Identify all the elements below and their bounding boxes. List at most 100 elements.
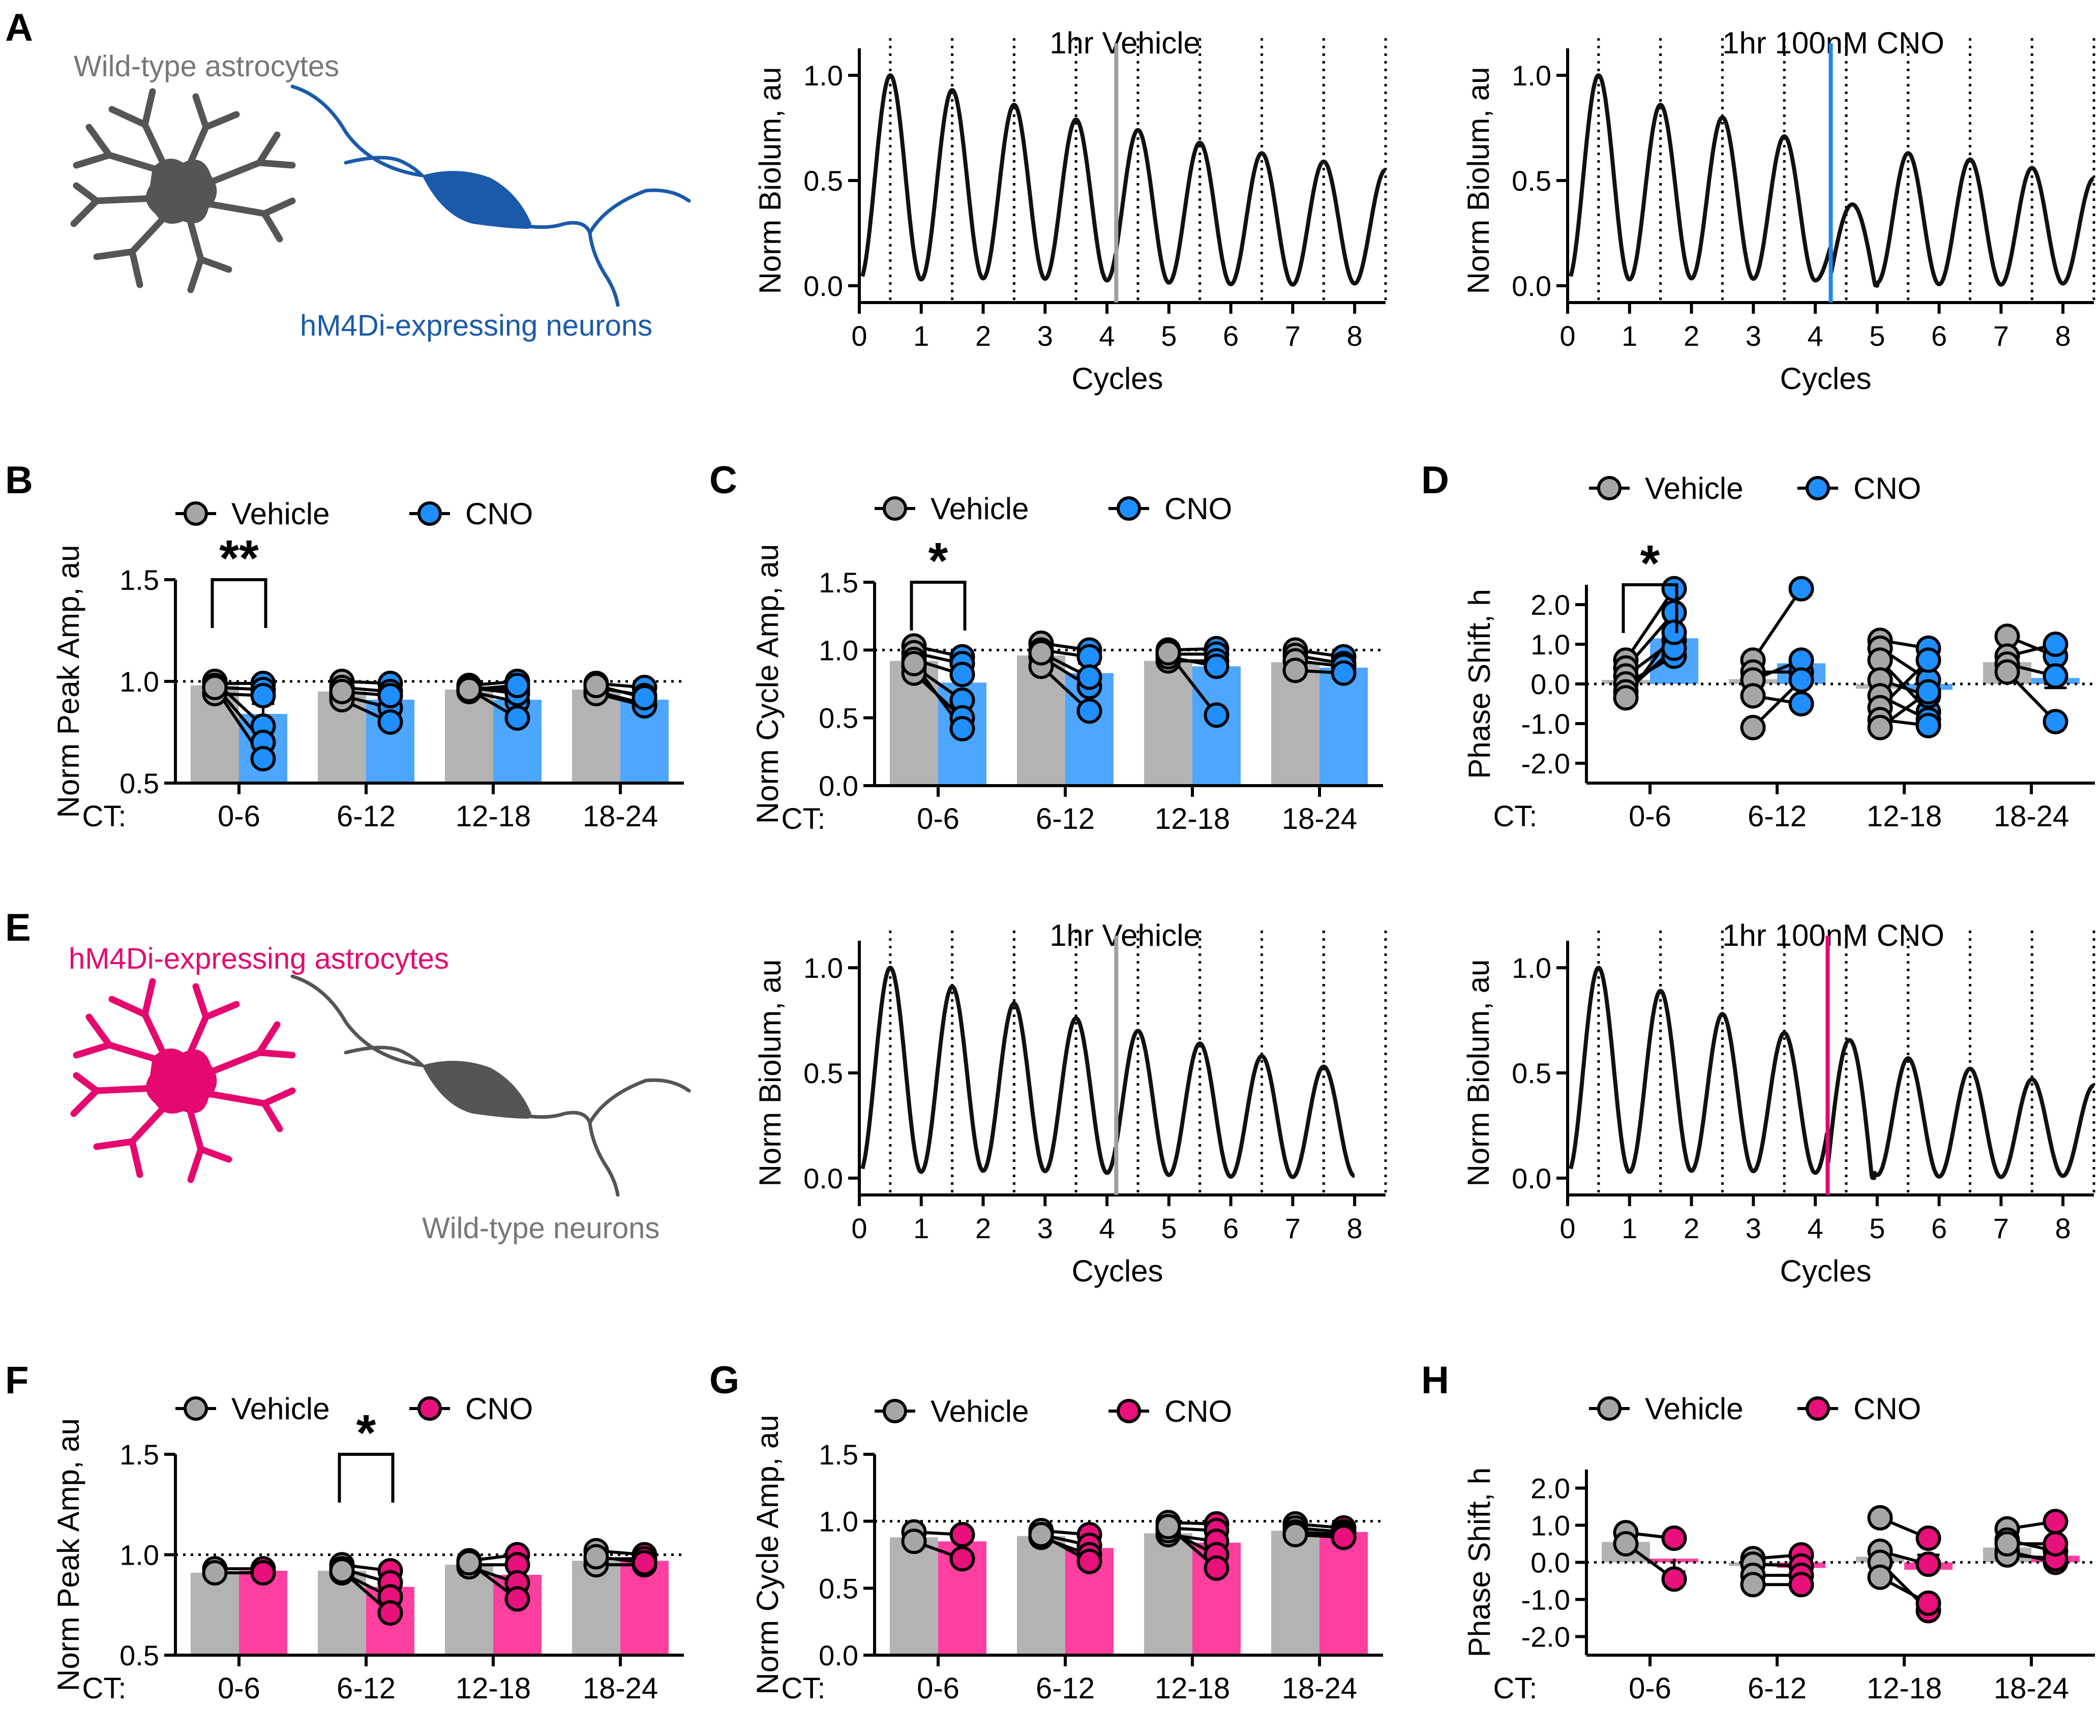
x-tick-label: 3 [1746, 320, 1761, 352]
legend-label-cno: CNO [1164, 1394, 1232, 1428]
point-cno [1333, 662, 1355, 684]
y-axis-label: Norm Peak Amp, au [51, 1418, 85, 1691]
bioluminescence-trace [862, 968, 1355, 1177]
x-tick-label: 0 [851, 1212, 867, 1244]
y-tick-label: 0.5 [1512, 1057, 1551, 1089]
y-tick-label: 1.0 [819, 1506, 858, 1538]
bar-vehicle [1017, 1536, 1065, 1655]
legend-label-cno: CNO [1853, 471, 1921, 505]
x-tick-label: 0-6 [218, 800, 260, 833]
bar-cno [1319, 1532, 1368, 1655]
y-tick-label: -2.0 [1521, 1621, 1571, 1653]
y-tick-label: 1.0 [1512, 952, 1551, 984]
y-tick-label: 1.5 [819, 566, 858, 598]
point-vehicle [1869, 716, 1892, 739]
y-axis-label: Phase Shift, h [1462, 1468, 1496, 1658]
point-cno [1333, 1526, 1355, 1548]
point-cno [951, 1547, 974, 1570]
point-vehicle [331, 680, 353, 703]
bioluminescence-trace [862, 75, 1386, 285]
legend-marker-cno [1807, 1398, 1828, 1419]
significance-marker: * [1640, 535, 1660, 592]
point-cno [1663, 621, 1686, 644]
legend-marker-cno [1807, 477, 1828, 499]
x-tick-label: 0 [1559, 320, 1575, 352]
astro-label: hM4Di-expressing astrocytes [69, 942, 449, 975]
y-tick-label: 1.0 [803, 59, 843, 92]
x-tick-label: 8 [2055, 1212, 2071, 1244]
y-axis-label: Phase Shift, h [1462, 589, 1496, 779]
y-axis-label: Norm Biolum, au [753, 960, 787, 1187]
legend-marker-vehicle [1599, 1398, 1620, 1419]
y-tick-label: 0.0 [1531, 668, 1570, 700]
bar-chart-d: Vehicle CNO -2.0 -1.0 0.0 1.0 2.0 0-6 6-12 12-18 1… [1462, 471, 2095, 833]
y-tick-label: -1.0 [1521, 1584, 1571, 1616]
point-vehicle [1615, 686, 1637, 709]
point-vehicle [1869, 1507, 1892, 1529]
x-tick-label: 6-12 [1036, 802, 1095, 835]
y-tick-label: 0.5 [119, 767, 159, 799]
chart-title: 1hr 100nM CNO [1722, 26, 1944, 60]
legend-marker-vehicle [1599, 477, 1620, 499]
panel-letter-h: H [1421, 1359, 1449, 1402]
point-vehicle [1615, 1533, 1637, 1555]
y-tick-label: 0.5 [819, 1572, 858, 1604]
x-tick-label: 6-12 [337, 800, 396, 833]
point-cno [1790, 1573, 1813, 1596]
point-cno [379, 711, 402, 733]
point-cno [506, 674, 529, 697]
x-axis-label: Cycles [1071, 362, 1163, 396]
x-tick-label: 7 [1993, 1212, 2009, 1244]
y-tick-label: 0.0 [803, 270, 843, 302]
y-tick-label: 1.5 [819, 1439, 858, 1471]
y-axis-label: Norm Peak Amp, au [51, 545, 85, 818]
point-cno [506, 707, 529, 729]
x-tick-label: 0-6 [1629, 800, 1671, 833]
x-tick-label: 2 [1684, 1212, 1699, 1244]
legend-marker-vehicle [884, 1400, 906, 1422]
legend: Vehicle CNO [1589, 1392, 1921, 1426]
bar-chart-f: Vehicle CNO 0.5 1.0 1.5 0-6 6-12 12-18 18-24 CT:N… [51, 1392, 684, 1705]
point-cno [1206, 1557, 1228, 1579]
neuron-label: hM4Di-expressing neurons [300, 309, 652, 342]
point-vehicle [204, 676, 226, 699]
significance-bracket [340, 1454, 393, 1503]
legend-marker-vehicle [884, 498, 906, 519]
y-axis-label: Norm Biolum, au [753, 67, 787, 294]
point-cno [1917, 1592, 1940, 1614]
point-cno [252, 1562, 275, 1584]
point-cno [1790, 693, 1813, 715]
point-vehicle [458, 1551, 481, 1574]
point-cno [1663, 1527, 1686, 1549]
x-tick-label: 6 [1931, 1212, 1947, 1244]
legend-marker-cno [1118, 1400, 1139, 1422]
x-tick-label: 7 [1285, 1212, 1301, 1244]
point-vehicle [1869, 1566, 1892, 1589]
x-tick-label: 6-12 [337, 1672, 396, 1705]
x-tick-label: 0-6 [917, 802, 959, 835]
y-axis-label: Norm Cycle Amp, au [751, 1415, 785, 1694]
ct-label: CT: [782, 1672, 826, 1705]
y-tick-label: 0.5 [803, 165, 843, 197]
x-tick-label: 8 [1347, 320, 1363, 352]
point-vehicle [1742, 716, 1764, 739]
x-tick-label: 5 [1161, 1212, 1177, 1244]
y-tick-label: 1.0 [1512, 59, 1551, 92]
significance-bracket [213, 580, 266, 628]
panel-letter-f: F [5, 1359, 28, 1402]
chart-title: 1hr Vehicle [1049, 918, 1201, 952]
x-tick-label: 0 [851, 320, 867, 352]
line-chart-a-vehicle: 0.0 0.5 1.0 0 1 2 3 4 5 6 7 8 Cycles Norm Biolum, au 1… [753, 26, 1386, 396]
illustration-a: Wild-type astrocytes hM4Di-expressing ne… [74, 50, 689, 342]
point-cno [379, 1602, 402, 1624]
y-tick-label: 0.5 [1512, 165, 1551, 197]
legend-marker-cno [1118, 498, 1139, 519]
point-cno [1790, 669, 1813, 691]
x-tick-label: 3 [1037, 1212, 1053, 1244]
y-tick-label: 0.0 [1512, 270, 1551, 302]
x-tick-label: 18-24 [583, 800, 658, 833]
pair-line [1753, 589, 1802, 660]
point-vehicle [1742, 1573, 1764, 1596]
legend-label-cno: CNO [1853, 1392, 1921, 1426]
y-tick-label: 1.0 [1531, 1510, 1570, 1542]
